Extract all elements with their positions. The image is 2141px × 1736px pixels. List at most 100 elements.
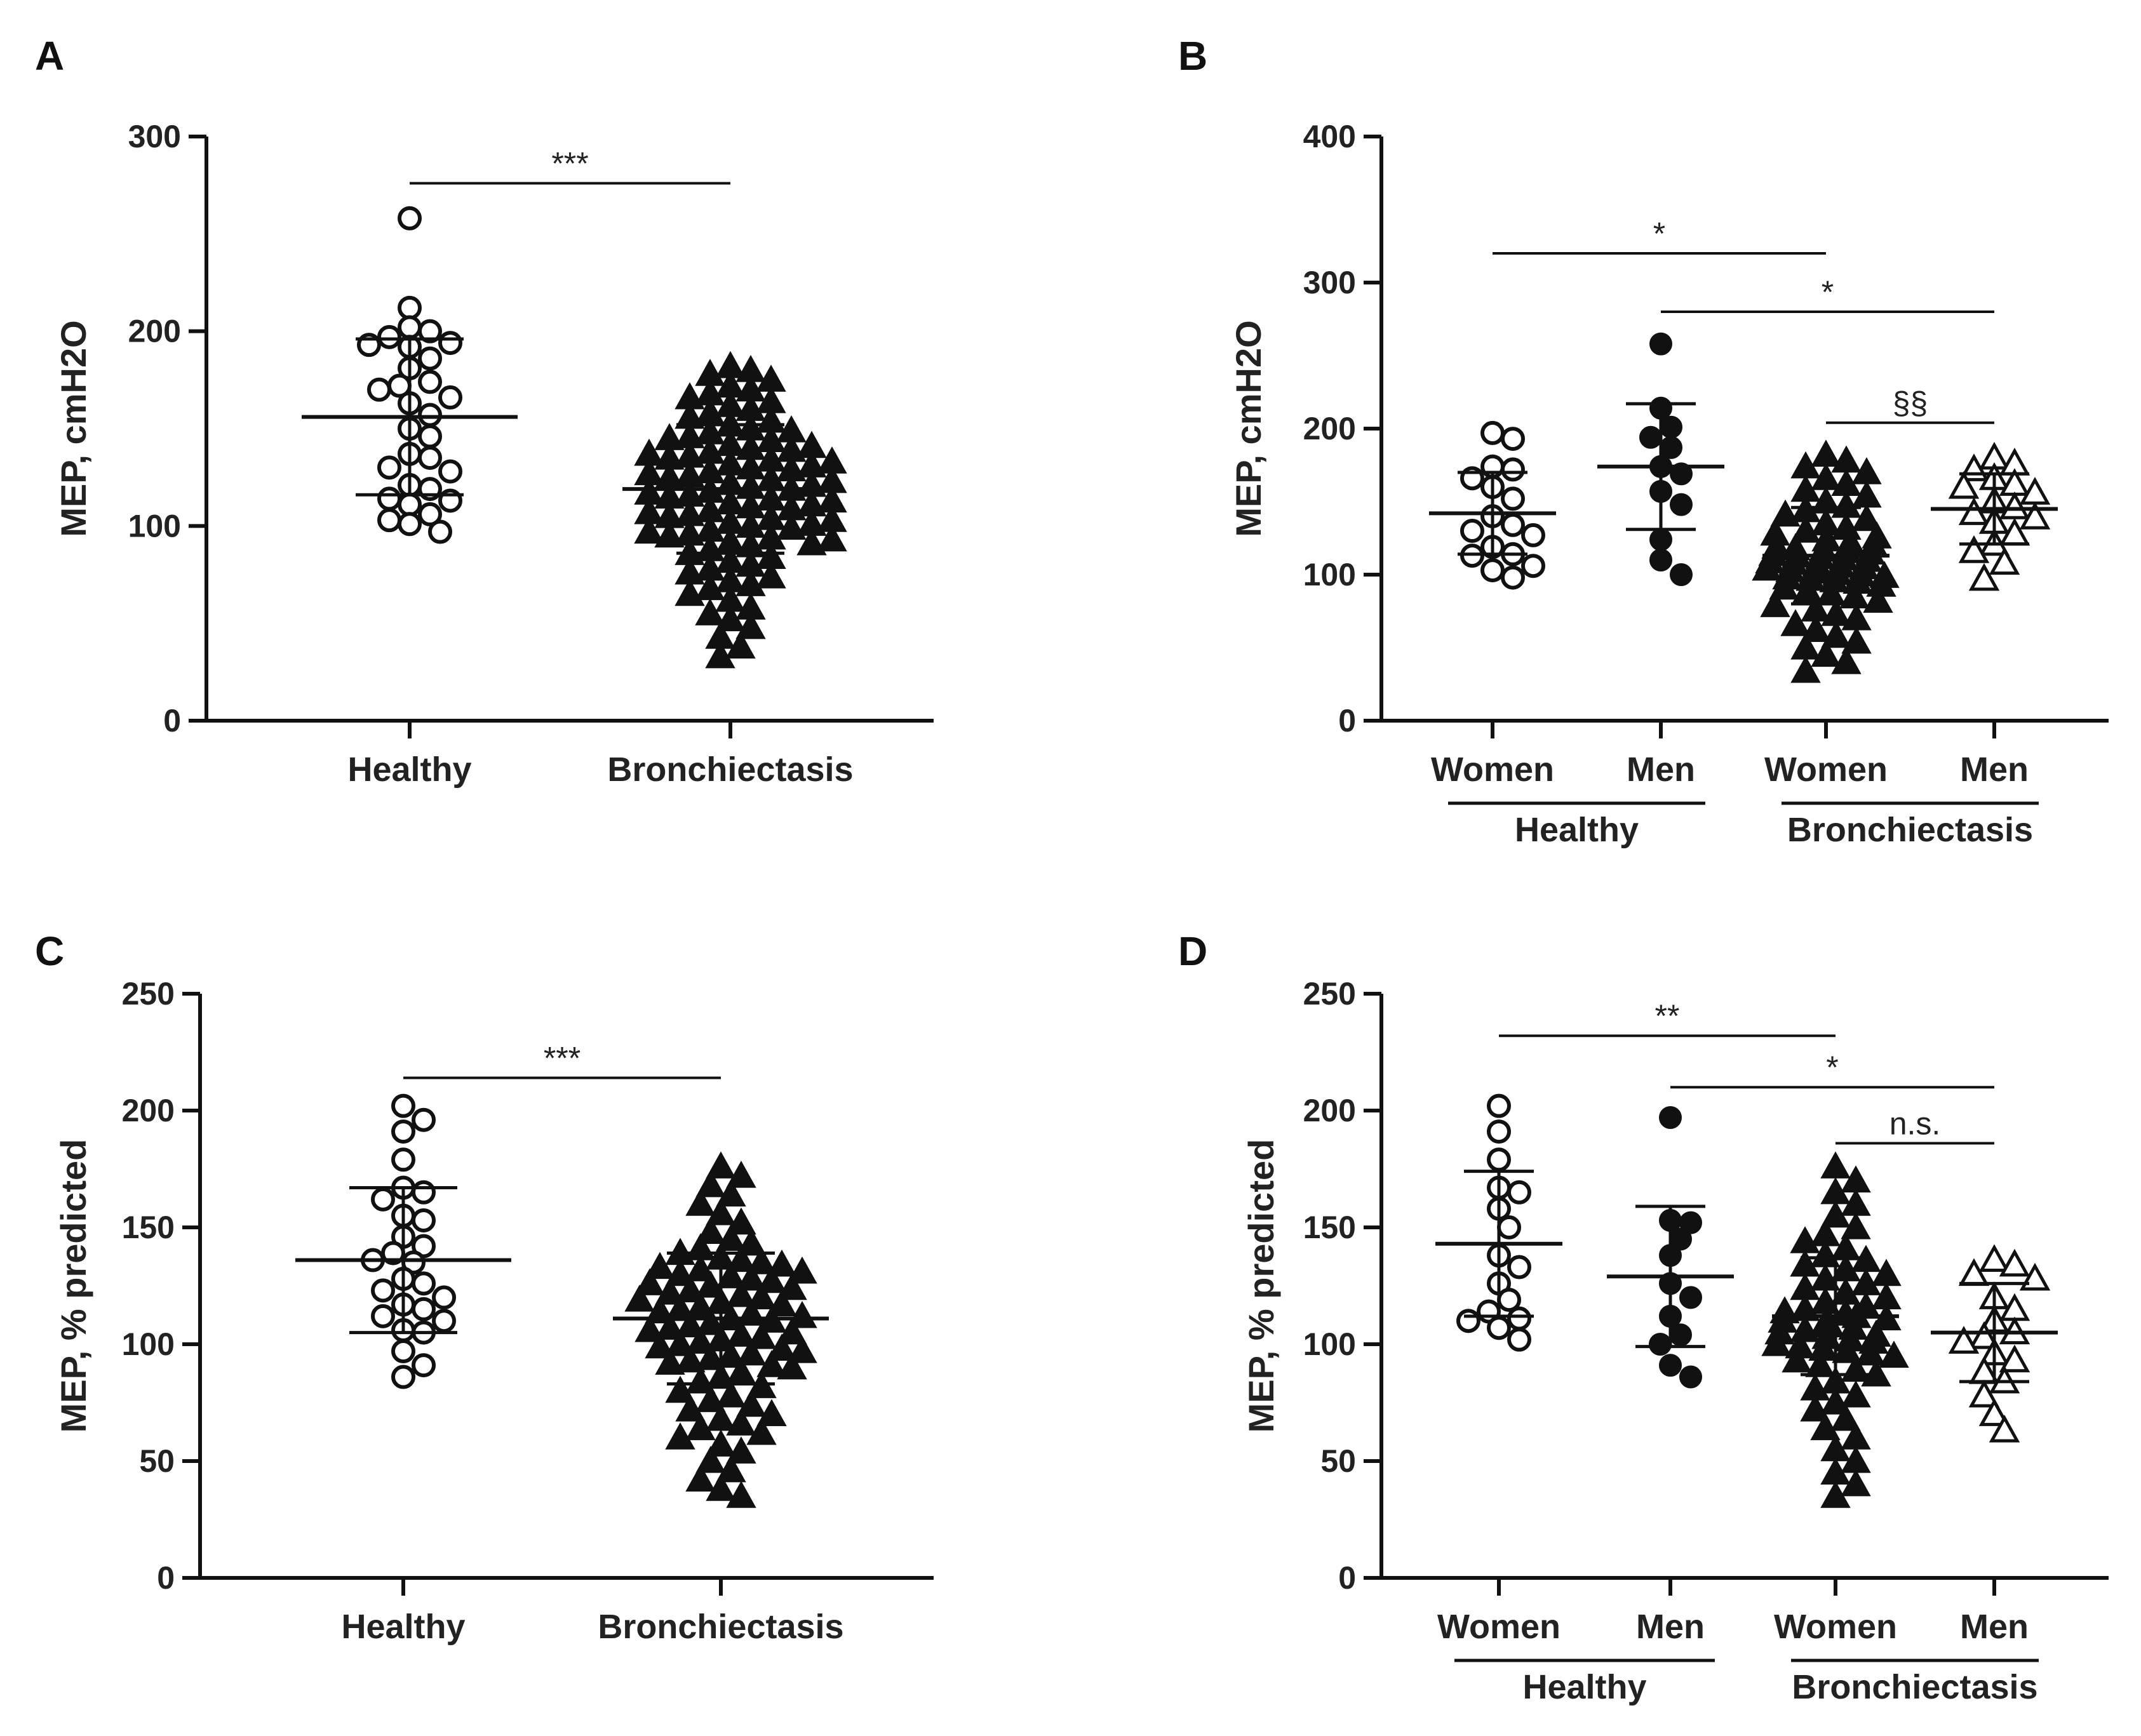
data-point <box>1820 1481 1851 1508</box>
data-point <box>1456 1309 1480 1333</box>
data-point <box>716 1224 746 1251</box>
data-point <box>726 1279 756 1307</box>
data-point <box>645 1252 675 1279</box>
data-point <box>695 1385 726 1412</box>
data-point <box>624 1285 655 1312</box>
data-point <box>418 424 442 449</box>
group-bracket-label: Healthy <box>1522 1668 1646 1706</box>
data-point <box>736 1389 767 1417</box>
data-point <box>398 295 422 320</box>
data-point <box>412 1353 436 1378</box>
data-point <box>1507 1327 1531 1352</box>
data-point <box>716 1261 746 1288</box>
data-point <box>695 1217 726 1244</box>
data-point <box>634 1268 665 1295</box>
data-point <box>412 1208 436 1232</box>
category-label-3: Men <box>1960 1608 2029 1646</box>
y-tick-label: 150 <box>1303 1210 1356 1245</box>
category-label-2: Women <box>1764 751 1888 789</box>
data-point <box>746 1321 777 1349</box>
data-point <box>776 512 807 540</box>
data-point <box>735 611 766 639</box>
data-point <box>787 1256 817 1284</box>
data-point <box>1780 609 1811 636</box>
data-point <box>746 1417 777 1445</box>
data-point <box>1999 1248 2030 1277</box>
data-point <box>428 519 452 544</box>
data-point <box>1487 1147 1511 1172</box>
data-point <box>1820 1200 1851 1228</box>
panel-letter: C <box>35 928 64 974</box>
data-point <box>1821 620 1851 648</box>
y-axis-title: MEP, % predicted <box>53 1139 93 1433</box>
data-point <box>1978 1244 2010 1272</box>
data-point <box>1989 1415 2020 1443</box>
data-point <box>432 1309 456 1333</box>
data-point <box>398 512 422 537</box>
data-point <box>1480 420 1505 445</box>
data-point <box>1480 558 1505 583</box>
data-point <box>706 1198 736 1225</box>
data-point <box>655 1277 685 1305</box>
data-point <box>1841 1212 1871 1239</box>
category-label-0: Women <box>1437 1608 1560 1646</box>
data-point <box>391 1147 415 1172</box>
data-point <box>412 1271 436 1296</box>
category-label-3: Men <box>1960 751 2029 789</box>
significance-label: §§ <box>1893 385 1928 421</box>
data-point <box>665 1259 695 1286</box>
data-point <box>736 1263 767 1291</box>
data-point <box>685 1413 716 1441</box>
y-tick-label: 150 <box>122 1210 175 1245</box>
data-point <box>1501 486 1525 511</box>
y-tick-label: 200 <box>122 1093 175 1128</box>
data-point <box>398 206 422 230</box>
data-point <box>1460 519 1484 543</box>
y-axis-title: MEP, % predicted <box>1241 1139 1281 1433</box>
data-point <box>817 524 847 552</box>
data-point <box>1811 439 1841 467</box>
data-point <box>787 1335 817 1363</box>
data-point <box>1649 332 1672 356</box>
data-point <box>418 319 442 344</box>
panel-c: C 0 50 100 150 200 250 MEP, % predicted Healthy B… <box>35 928 934 1646</box>
data-point <box>705 641 735 669</box>
data-point <box>2019 502 2051 530</box>
data-point <box>1521 554 1545 578</box>
y-tick-label: 250 <box>122 976 175 1012</box>
data-point <box>1649 528 1672 551</box>
data-point <box>1805 1350 1836 1377</box>
data-point <box>767 1333 797 1361</box>
y-tick-label: 100 <box>1303 1326 1356 1362</box>
data-point <box>1679 1365 1702 1389</box>
data-point <box>1831 646 1862 674</box>
group-0-points <box>361 1093 456 1389</box>
data-point <box>716 1179 746 1207</box>
data-point <box>675 1394 706 1422</box>
data-point <box>1879 1340 1909 1368</box>
data-point <box>1820 1387 1851 1415</box>
data-point <box>412 1107 436 1132</box>
data-point <box>1501 512 1525 537</box>
data-point <box>695 1270 726 1298</box>
data-point <box>438 385 462 410</box>
data-point <box>756 1350 787 1377</box>
data-point <box>1770 499 1801 527</box>
data-point <box>1968 1321 2000 1349</box>
category-label-0: Healthy <box>341 1608 465 1646</box>
data-point <box>756 1265 787 1293</box>
data-point <box>1999 1344 2030 1373</box>
significance-label: * <box>1653 216 1665 251</box>
y-tick-label: 250 <box>1303 976 1356 1012</box>
group-3-points <box>1948 441 2051 591</box>
category-label-1: Bronchiectasis <box>598 1608 843 1646</box>
y-tick-label: 0 <box>1338 1560 1356 1596</box>
data-point <box>1841 626 1872 654</box>
category-label-0: Women <box>1431 751 1554 789</box>
data-point <box>1507 1306 1531 1331</box>
data-point <box>1948 471 1980 499</box>
data-point <box>1999 491 2030 519</box>
data-point <box>716 1380 746 1408</box>
category-label-0: Healthy <box>347 751 471 789</box>
data-point <box>1760 590 1790 617</box>
